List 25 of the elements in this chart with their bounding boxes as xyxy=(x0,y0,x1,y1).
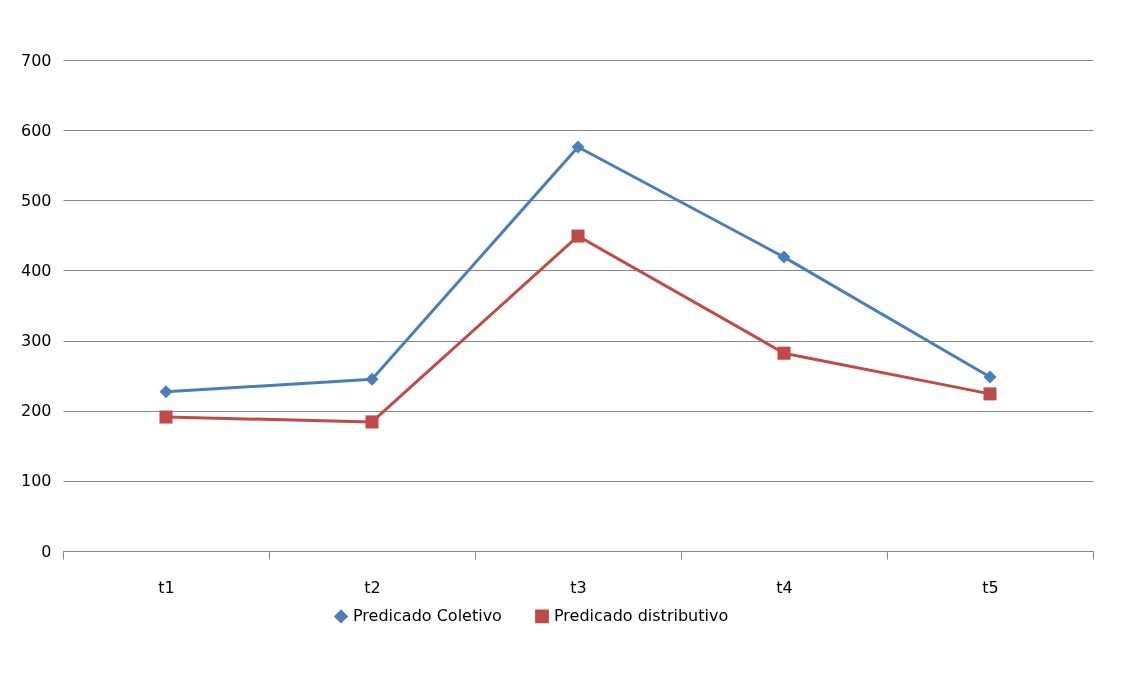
x-tick-label: t5 xyxy=(982,577,999,597)
y-tick-label: 700 xyxy=(20,50,52,70)
y-tick-label: 300 xyxy=(20,331,52,351)
point xyxy=(159,410,173,424)
y-tick-label: 400 xyxy=(20,260,52,280)
point xyxy=(983,387,997,401)
legend-label: Predicado distributivo xyxy=(554,606,729,626)
y-tick-label: 200 xyxy=(20,401,52,421)
point xyxy=(365,372,379,386)
point xyxy=(159,385,173,399)
point xyxy=(983,370,997,384)
y-tick-label: 100 xyxy=(20,471,52,491)
y-tick-label: 500 xyxy=(20,190,52,210)
point xyxy=(365,415,379,429)
point xyxy=(571,229,585,243)
point xyxy=(571,140,585,154)
y-tick-label: 600 xyxy=(20,120,52,140)
x-tick-label: t3 xyxy=(570,577,587,597)
x-tick-label: t1 xyxy=(158,577,175,597)
point xyxy=(777,346,791,360)
legend-label: Predicado Coletivo xyxy=(353,606,502,626)
point xyxy=(777,250,791,264)
x-tick-label: t2 xyxy=(364,577,381,597)
x-tick-label: t4 xyxy=(776,577,793,597)
y-tick-label: 0 xyxy=(41,541,52,561)
